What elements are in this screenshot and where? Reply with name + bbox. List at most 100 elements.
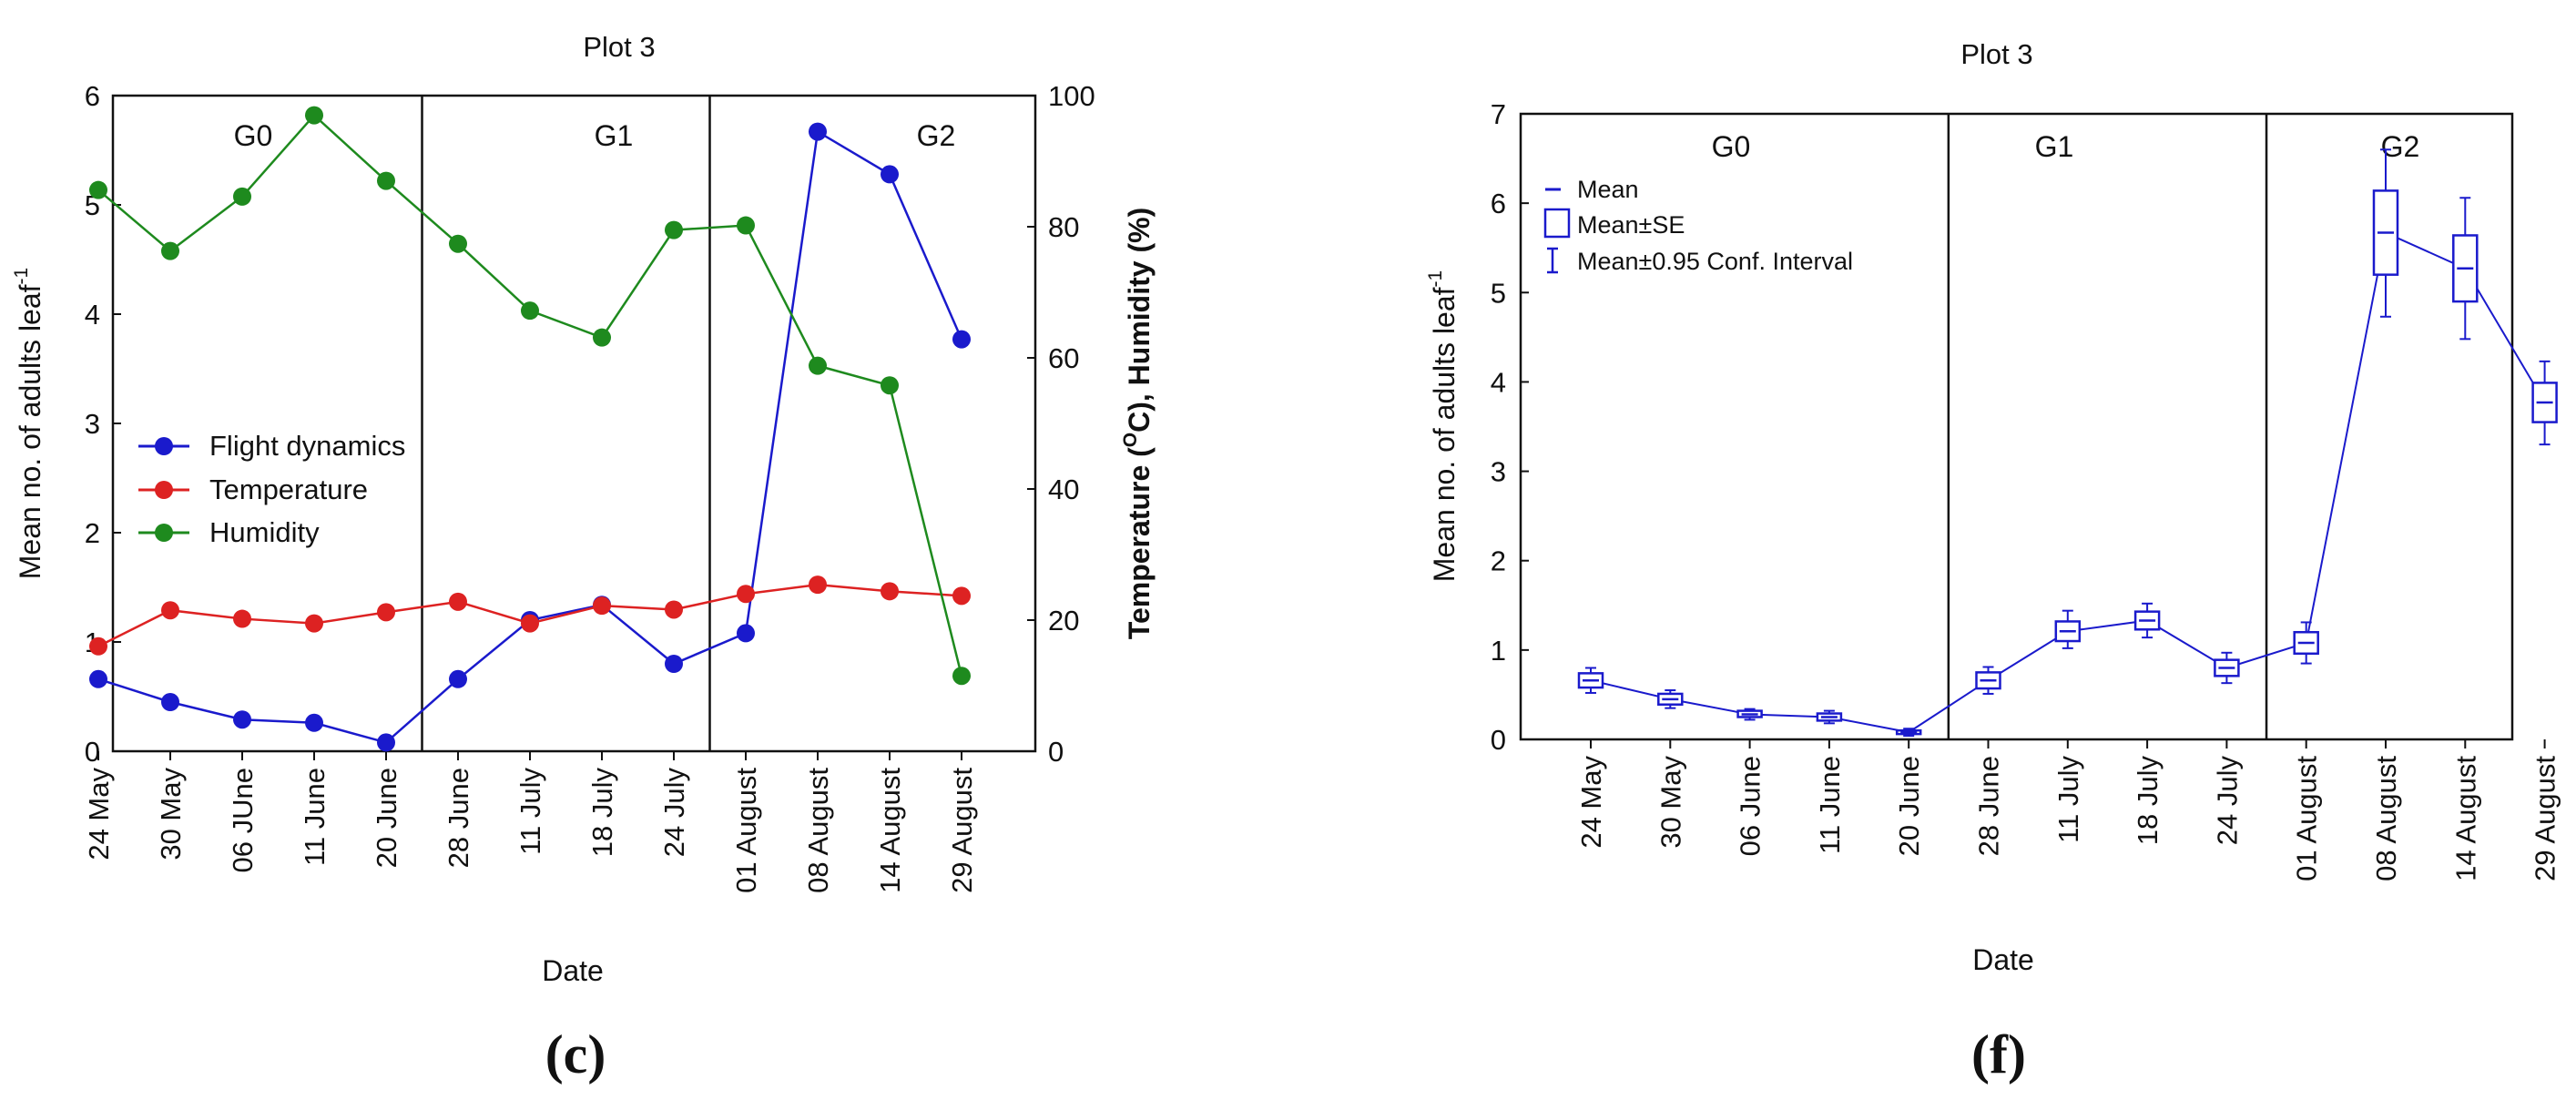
y2-tick-label-100: 100	[1048, 80, 1095, 112]
x-tick-label-11-june: 11 June	[1814, 756, 1846, 854]
y-tick-label-4: 4	[85, 299, 100, 331]
chart-c-frame	[111, 94, 1037, 753]
data-point-flight-dynamics-28-june	[449, 669, 467, 688]
data-point-flight-dynamics-01-august	[737, 624, 755, 643]
y2-tick-label-40: 40	[1048, 474, 1079, 505]
y-tick-label-3: 3	[1491, 456, 1506, 488]
chart-c-legend: Flight dynamics Temperature Humidity	[138, 430, 405, 548]
data-point-temperature-06-june	[233, 609, 251, 628]
data-point-temperature-11-june	[305, 614, 323, 633]
generation-label-g1: G1	[595, 119, 634, 152]
box-11-july	[2054, 609, 2082, 649]
data-point-humidity-24-july	[665, 220, 683, 239]
box-29-august	[2531, 360, 2558, 446]
data-point-temperature-11-july	[521, 614, 539, 633]
x-tick-label-01-august: 01 August	[730, 768, 762, 893]
box-24-july	[2214, 651, 2240, 685]
y2-tick-label-60: 60	[1048, 342, 1079, 374]
x-tick-label-18-july: 18 July	[2132, 756, 2164, 846]
mean-line	[1590, 231, 2546, 734]
data-point-humidity-11-june	[305, 106, 323, 125]
x-tick-label-01-august: 01 August	[2291, 756, 2323, 881]
box-06-june	[1736, 708, 1763, 721]
data-point-temperature-08-august	[809, 575, 827, 595]
x-tick-label-11-july: 11 July	[514, 768, 546, 855]
chart-c-x-axis-label: Date	[542, 954, 604, 987]
chart-f-legend: Mean Mean±SE Mean±0.95 Conf. Interval	[1543, 176, 1853, 275]
generation-label-g0: G0	[234, 119, 273, 152]
legend-mean: Mean	[1545, 176, 1639, 203]
data-point-temperature-18-july	[593, 596, 611, 616]
data-point-temperature-14-august	[881, 582, 899, 601]
generation-label-g2: G2	[2381, 130, 2420, 163]
chart-c-generation-dividers	[421, 96, 711, 751]
box-01-august	[2293, 621, 2319, 665]
chart-f: Plot 3 G0 G1 G2 0 1 2 3 4 5 6 7 24 May 30 May 06 Ju…	[1425, 38, 2561, 1085]
box-28-june	[1975, 666, 2001, 695]
y-tick-label-7: 7	[1491, 98, 1506, 130]
legend-humidity-label: Humidity	[209, 516, 320, 548]
chart-c-title: Plot 3	[583, 31, 655, 63]
data-point-flight-dynamics-20-june	[377, 733, 395, 752]
legend-mean-label: Mean	[1577, 176, 1639, 203]
data-point-temperature-29-august	[952, 586, 971, 606]
data-point-humidity-06-june	[233, 187, 251, 206]
x-tick-label-20-june: 20 June	[1893, 756, 1925, 856]
data-point-temperature-28-june	[449, 592, 467, 611]
data-point-temperature-01-august	[737, 585, 755, 604]
data-point-humidity-18-july	[593, 328, 611, 347]
legend-temperature: Temperature	[138, 474, 368, 505]
chart-c-x-axis: 24 May 30 May 06 JUne 11 June 20 June 28 June…	[83, 751, 978, 893]
x-tick-label-18-july: 18 July	[586, 768, 618, 858]
x-tick-label-08-august: 08 August	[2370, 756, 2402, 881]
y-tick-label-5: 5	[1491, 277, 1506, 309]
data-point-humidity-08-august	[809, 356, 827, 375]
data-point-temperature-30-may	[161, 601, 179, 620]
data-point-temperature-24-july	[665, 600, 683, 619]
y-tick-label-6: 6	[1491, 188, 1506, 219]
x-tick-label-06-june: 06 June	[1735, 756, 1767, 856]
data-point-humidity-28-june	[449, 234, 467, 253]
data-point-humidity-14-august	[881, 376, 899, 395]
x-tick-label-30-may: 30 May	[155, 768, 187, 861]
data-point-temperature-24-may	[89, 636, 107, 656]
y-tick-label-4: 4	[1491, 366, 1506, 398]
y-tick-label-1: 1	[1491, 635, 1506, 667]
x-tick-label-08-august: 08 August	[802, 768, 834, 893]
legend-flight-dynamics: Flight dynamics	[138, 430, 405, 462]
legend-mean-se: Mean±SE	[1543, 208, 1685, 239]
x-tick-label-24-may: 24 May	[83, 768, 115, 861]
x-tick-label-14-august: 14 August	[2449, 756, 2481, 881]
chart-f-generation-dividers	[1947, 114, 2268, 739]
y-tick-label-0: 0	[85, 736, 100, 768]
x-tick-label-24-may: 24 May	[1575, 756, 1607, 849]
box-20-june	[1895, 728, 1922, 738]
x-tick-label-28-june: 28 June	[1973, 756, 2005, 856]
legend-mean-se-label: Mean±SE	[1577, 211, 1685, 239]
x-tick-label-28-june: 28 June	[443, 768, 474, 868]
y-tick-label-0: 0	[1491, 724, 1506, 756]
chart-f-frame	[1519, 112, 2514, 741]
series-line-humidity	[97, 113, 963, 677]
series-temperature	[89, 575, 971, 656]
chart-f-panel-label: (f)	[1971, 1024, 2026, 1085]
legend-mean-ci: Mean±0.95 Conf. Interval	[1547, 247, 1853, 275]
y-tick-label-3: 3	[85, 408, 100, 440]
x-tick-label-11-july: 11 July	[2052, 756, 2084, 843]
chart-c-panel-label: (c)	[545, 1024, 606, 1085]
chart-f-x-axis: 24 May 30 May 06 June 11 June 20 June 28 June…	[1575, 739, 2561, 881]
chart-f-y-axis-label: Mean no. of adults leaf-1	[1425, 270, 1461, 582]
y2-tick-label-80: 80	[1048, 211, 1079, 243]
x-tick-label-24-july: 24 July	[2211, 756, 2243, 846]
legend-humidity: Humidity	[138, 516, 320, 548]
box-30-may	[1657, 689, 1684, 709]
chart-f-y-axis: 0 1 2 3 4 5 6 7	[1491, 98, 1529, 756]
generation-label-g0: G0	[1712, 130, 1751, 163]
data-point-humidity-29-august	[952, 667, 971, 686]
x-tick-label-06-june: 06 JUne	[227, 768, 259, 872]
data-point-flight-dynamics-06-june	[233, 710, 251, 729]
y2-tick-label-20: 20	[1048, 605, 1079, 636]
